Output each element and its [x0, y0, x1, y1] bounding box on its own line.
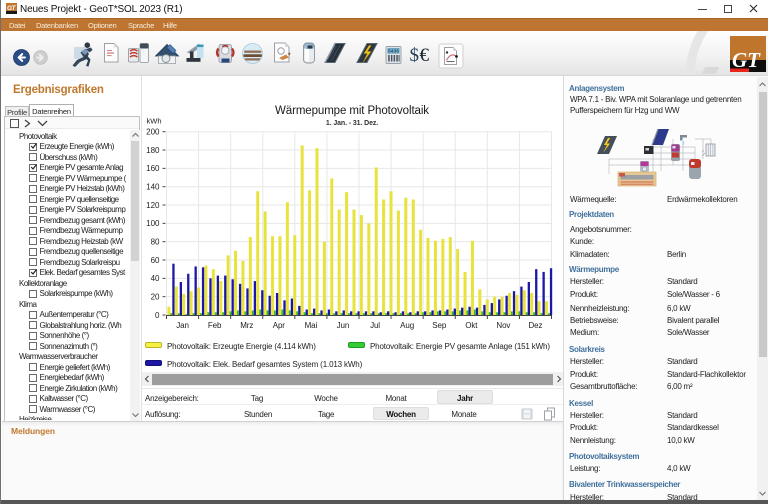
svg-text:€: € [420, 45, 430, 66]
svg-text:5436: 5436 [388, 49, 399, 55]
svg-text:Mrz: Mrz [240, 321, 253, 330]
svg-text:$: $ [410, 45, 420, 66]
svg-text:Aug: Aug [400, 321, 414, 330]
svg-text:0: 0 [155, 311, 160, 320]
svg-text:60: 60 [151, 256, 160, 265]
svg-text:Dez: Dez [528, 321, 542, 330]
svg-text:Feb: Feb [208, 321, 222, 330]
svg-text:80: 80 [151, 237, 160, 246]
svg-text:Jul: Jul [370, 321, 380, 330]
svg-text:160: 160 [146, 164, 160, 173]
svg-text:GT: GT [732, 48, 761, 72]
svg-text:180: 180 [146, 146, 160, 155]
svg-text:Mai: Mai [305, 321, 318, 330]
svg-text:Nov: Nov [496, 321, 510, 330]
svg-text:Jun: Jun [337, 321, 350, 330]
svg-text:20: 20 [151, 292, 160, 301]
svg-text:Okt: Okt [465, 321, 478, 330]
svg-text:40: 40 [151, 274, 160, 283]
svg-text:Jan: Jan [176, 321, 189, 330]
svg-text:Sep: Sep [432, 321, 447, 330]
svg-text:Apr: Apr [273, 321, 286, 330]
svg-text:200: 200 [146, 128, 160, 137]
svg-text:120: 120 [146, 201, 160, 210]
svg-text:100: 100 [146, 219, 160, 228]
svg-text:140: 140 [146, 182, 160, 191]
svg-text:kWh: kWh [147, 117, 162, 126]
